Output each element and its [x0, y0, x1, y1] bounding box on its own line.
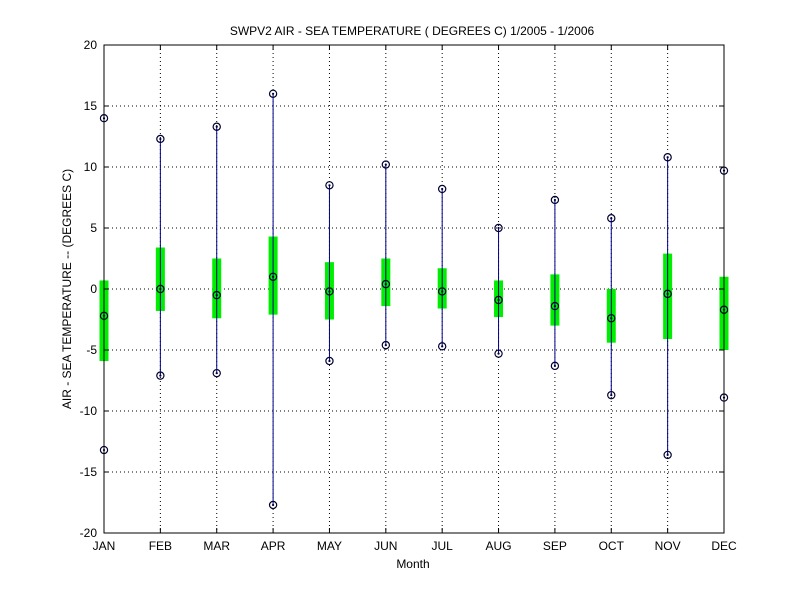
min-marker [494, 349, 503, 358]
min-marker-dot [497, 352, 500, 355]
max-marker [156, 134, 165, 144]
y-tick-label: -5 [86, 343, 97, 357]
mean-marker-dot [610, 317, 613, 320]
min-marker-dot [328, 359, 331, 363]
mean-marker [212, 290, 221, 300]
y-tick-label: -15 [80, 465, 98, 479]
min-marker [325, 356, 334, 366]
min-marker [381, 340, 391, 350]
min-marker [607, 390, 616, 400]
box-group-feb [155, 134, 165, 380]
y-axis: -20 -15 -10 -5 0 5 10 15 20 [80, 38, 724, 540]
max-marker [212, 122, 221, 131]
min-marker [550, 361, 560, 371]
y-tick-label: 20 [84, 38, 98, 52]
mean-marker-dot [159, 287, 162, 291]
mean-marker [381, 279, 391, 289]
box-group-sep [550, 195, 560, 371]
max-marker-dot [441, 187, 444, 191]
mean-marker-dot [215, 294, 218, 297]
x-tick-label: JAN [93, 539, 116, 553]
max-marker [550, 195, 560, 205]
mean-marker [494, 295, 503, 305]
min-marker [437, 342, 447, 351]
y-tick-label: 0 [90, 282, 97, 296]
max-marker [381, 160, 391, 169]
min-marker-dot [666, 453, 669, 457]
box-group-mar [212, 122, 222, 378]
max-marker-dot [553, 198, 557, 202]
max-marker-dot [497, 226, 500, 230]
min-marker-dot [159, 374, 162, 377]
box-group-apr [268, 89, 278, 510]
max-marker [494, 223, 503, 233]
x-tick-label: JUN [374, 539, 397, 553]
max-marker [437, 184, 447, 194]
x-tick-label: APR [261, 539, 286, 553]
mean-marker [663, 289, 672, 299]
mean-marker [437, 287, 447, 296]
max-marker [325, 181, 334, 190]
max-marker-dot [666, 156, 669, 159]
box-group-jun [381, 160, 391, 350]
mean-marker [156, 284, 165, 294]
min-marker-dot [610, 394, 613, 397]
y-tick-label: 5 [90, 221, 97, 235]
x-axis: JAN FEB MAR APR MAY JUN JUL AUG SEP OCT NOV DEC [93, 45, 737, 553]
min-marker-dot [271, 503, 275, 507]
y-tick-label: 10 [84, 160, 98, 174]
min-marker-dot [384, 344, 387, 347]
max-marker-dot [328, 184, 331, 187]
x-tick-label: OCT [599, 539, 625, 553]
x-tick-label: MAY [317, 539, 342, 553]
chart-title: SWPV2 AIR - SEA TEMPERATURE ( DEGREES C)… [230, 24, 595, 38]
mean-marker-dot [271, 275, 275, 278]
x-axis-label: Month [396, 557, 429, 571]
x-tick-label: DEC [711, 539, 737, 553]
min-marker [156, 371, 165, 380]
min-marker-dot [553, 364, 557, 367]
y-tick-label: -10 [80, 404, 98, 418]
max-marker [268, 89, 278, 99]
min-marker [268, 500, 278, 510]
x-tick-label: SEP [543, 539, 567, 553]
box-group-nov [663, 153, 673, 460]
mean-marker [268, 272, 278, 281]
box-group-oct [606, 214, 616, 400]
max-marker [663, 153, 672, 162]
x-tick-label: MAR [203, 539, 230, 553]
min-marker-dot [215, 372, 218, 375]
min-marker [212, 368, 221, 378]
max-marker-dot [271, 92, 275, 95]
min-marker [663, 450, 672, 460]
max-marker [607, 214, 616, 223]
max-marker-dot [215, 125, 218, 128]
max-marker-dot [159, 137, 162, 141]
y-axis-label: AIR - SEA TEMPERATURE -- (DEGREES C) [60, 169, 74, 409]
mean-marker-dot [384, 283, 387, 286]
y-tick-label: 15 [84, 99, 98, 113]
y-tick-label: -20 [80, 526, 98, 540]
min-marker-dot [441, 345, 444, 348]
x-tick-label: NOV [655, 539, 681, 553]
box-group-may [324, 181, 334, 366]
mean-marker-dot [441, 290, 444, 293]
mean-marker-dot [553, 304, 557, 308]
x-tick-label: AUG [486, 539, 512, 553]
max-marker-dot [384, 163, 387, 166]
x-tick-label: JUL [432, 539, 454, 553]
mean-marker [550, 301, 560, 311]
mean-marker-dot [497, 298, 500, 302]
box-group-aug [494, 223, 504, 358]
box-group-jul [437, 184, 447, 351]
max-marker-dot [610, 217, 613, 220]
mean-marker [325, 287, 334, 296]
mean-marker-dot [666, 292, 669, 295]
mean-marker [607, 314, 616, 323]
mean-marker-dot [328, 290, 331, 293]
x-tick-label: FEB [149, 539, 172, 553]
